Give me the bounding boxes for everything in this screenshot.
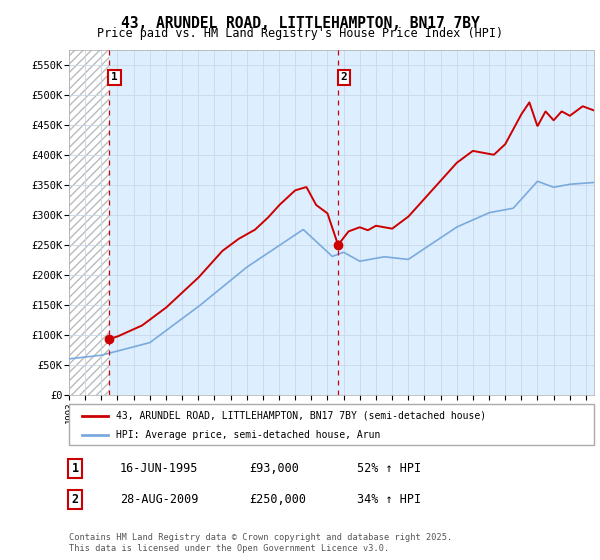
Text: Price paid vs. HM Land Registry's House Price Index (HPI): Price paid vs. HM Land Registry's House … [97, 27, 503, 40]
Text: 28-AUG-2009: 28-AUG-2009 [120, 493, 199, 506]
FancyBboxPatch shape [69, 404, 594, 445]
Text: 43, ARUNDEL ROAD, LITTLEHAMPTON, BN17 7BY: 43, ARUNDEL ROAD, LITTLEHAMPTON, BN17 7B… [121, 16, 479, 31]
Text: 1: 1 [71, 462, 79, 475]
Text: 2: 2 [71, 493, 79, 506]
Text: 2: 2 [340, 72, 347, 82]
Text: 52% ↑ HPI: 52% ↑ HPI [357, 462, 421, 475]
Text: 34% ↑ HPI: 34% ↑ HPI [357, 493, 421, 506]
Text: £250,000: £250,000 [249, 493, 306, 506]
Text: £93,000: £93,000 [249, 462, 299, 475]
Text: 16-JUN-1995: 16-JUN-1995 [120, 462, 199, 475]
Text: Contains HM Land Registry data © Crown copyright and database right 2025.
This d: Contains HM Land Registry data © Crown c… [69, 533, 452, 553]
Text: 1: 1 [111, 72, 118, 82]
Text: 43, ARUNDEL ROAD, LITTLEHAMPTON, BN17 7BY (semi-detached house): 43, ARUNDEL ROAD, LITTLEHAMPTON, BN17 7B… [116, 411, 487, 421]
Text: HPI: Average price, semi-detached house, Arun: HPI: Average price, semi-detached house,… [116, 430, 380, 440]
